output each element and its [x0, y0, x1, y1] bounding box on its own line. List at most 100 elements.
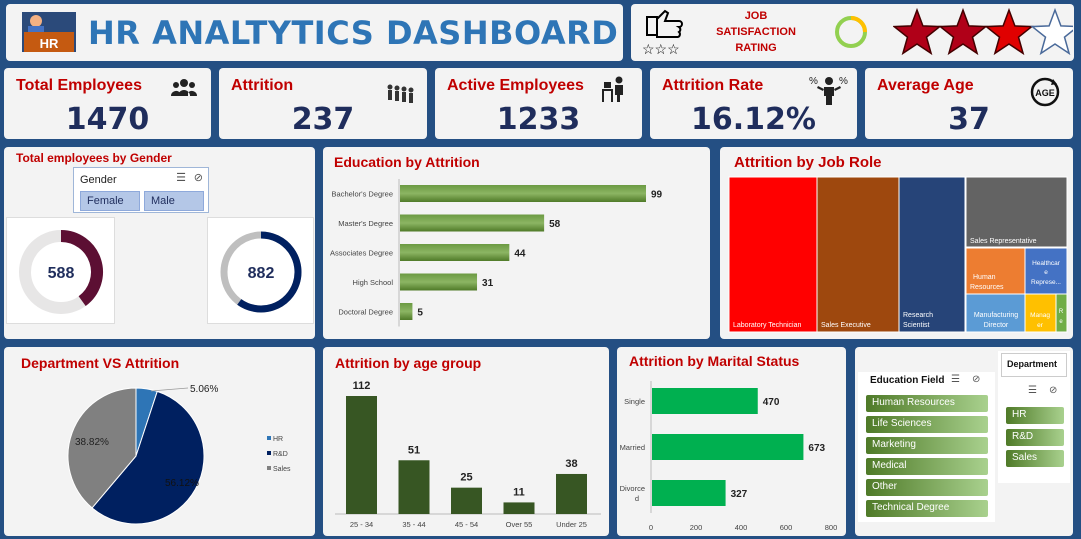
- svg-text:AGE: AGE: [1035, 88, 1055, 98]
- satisfaction-line3: RATING: [735, 42, 777, 54]
- gender-chart-title: Total employees by Gender: [16, 151, 172, 165]
- star-filled-icon: [938, 7, 988, 56]
- treemap-label: er: [1037, 322, 1044, 329]
- page-title: HR ANALTYTICS DASHBOARD: [88, 14, 619, 52]
- legend-label: Sales: [273, 466, 291, 473]
- kpi-label: Total Employees: [16, 77, 142, 94]
- svg-text:%: %: [809, 76, 818, 87]
- treemap-label: Resources: [970, 284, 1004, 291]
- slicer-option-marketing[interactable]: Marketing: [866, 437, 988, 454]
- category-label: Doctoral Degree: [338, 308, 393, 317]
- treemap-cell: [965, 247, 1026, 295]
- bar: [400, 185, 646, 202]
- treemap-cell: [965, 176, 1068, 248]
- slicer-option-other[interactable]: Other: [866, 479, 988, 496]
- slice-label: 56.12%: [165, 478, 199, 489]
- pie-slice: [91, 390, 205, 525]
- bar: [556, 473, 587, 514]
- kpi-value: 1470: [65, 102, 150, 137]
- treemap-cell: [728, 176, 818, 333]
- bar: [398, 460, 430, 514]
- gender-slicer-label: Gender: [80, 174, 117, 186]
- kpi-value: 16.12%: [691, 102, 816, 137]
- x-tick-label: 200: [690, 523, 703, 532]
- age-bar-chart: 112 25 - 34 51 35 - 44 25 45 - 54 11 Over 55 38 U…: [335, 380, 601, 529]
- multi-select-icon[interactable]: ☰: [951, 374, 960, 385]
- marital-chart-panel: Attrition by Marital Status 470 Single 673…: [617, 347, 846, 536]
- male-count: 882: [248, 265, 275, 282]
- star-empty-icon: [1030, 7, 1073, 56]
- category-label: High School: [353, 278, 394, 287]
- department-slicer: Department ☰ ⊘ HR R&D Sales: [998, 351, 1070, 483]
- x-tick-label: 400: [735, 523, 748, 532]
- female-donut-arc: [60, 230, 103, 306]
- category-label: Over 55: [506, 520, 533, 529]
- kpi-card-average-age: Average Age AGE 37: [865, 68, 1073, 139]
- treemap-label: e: [1044, 269, 1048, 276]
- treemap-cell: [1055, 293, 1068, 333]
- female-donut-card: 588: [6, 217, 115, 324]
- category-label: 35 - 44: [402, 520, 425, 529]
- clear-filter-icon[interactable]: ⊘: [193, 172, 203, 184]
- star-filled-icon: [984, 7, 1034, 56]
- desk-worker-icon: [600, 74, 630, 104]
- kpi-label: Active Employees: [447, 77, 584, 94]
- legend-swatch: [267, 436, 271, 440]
- treemap-cell: [898, 176, 966, 333]
- legend-label: R&D: [273, 451, 288, 458]
- jobrole-chart-title: Attrition by Job Role: [734, 154, 882, 171]
- people-leaving-icon: [385, 82, 415, 112]
- slicer-option-rnd[interactable]: R&D: [1006, 429, 1064, 446]
- treemap-label: Manag: [1030, 312, 1050, 319]
- leader-line: [150, 387, 189, 392]
- male-donut-card: 882: [207, 217, 314, 324]
- slicer-option-technical-degree[interactable]: Technical Degree: [866, 500, 988, 517]
- clear-filter-icon[interactable]: ⊘: [972, 374, 981, 385]
- kpi-label: Average Age: [877, 77, 974, 94]
- slice-label: 38.82%: [75, 437, 109, 448]
- treemap-label: Laboratory Technician: [733, 322, 801, 329]
- slicer-option-hr[interactable]: HR: [1006, 407, 1064, 424]
- bar: [652, 388, 758, 414]
- data-label: 327: [731, 489, 748, 500]
- slicer-option-sales[interactable]: Sales: [1006, 450, 1064, 467]
- x-tick-label: 0: [649, 523, 653, 532]
- satisfaction-label: JOB SATISFACTION RATING: [701, 8, 811, 56]
- bar: [400, 214, 545, 232]
- category-label: Master's Degree: [338, 219, 393, 228]
- x-tick-label: 800: [825, 523, 838, 532]
- kpi-label: Attrition: [231, 77, 294, 94]
- clear-filter-icon[interactable]: ⊘: [1049, 385, 1058, 396]
- kpi-value: 237: [291, 102, 355, 137]
- age-chart-panel: Attrition by age group 112 25 - 34 51 35 - …: [323, 347, 609, 536]
- multi-select-icon[interactable]: ☰: [1028, 385, 1037, 396]
- bar: [346, 396, 377, 514]
- category-label: Associates Degree: [330, 249, 393, 258]
- hr-logo: HR: [20, 10, 78, 54]
- data-label: 5: [417, 308, 423, 319]
- satisfaction-line1: JOB: [744, 10, 768, 22]
- slicer-option-life-sciences[interactable]: Life Sciences: [866, 416, 988, 433]
- treemap-cell: [1024, 247, 1068, 295]
- slicer-option-female[interactable]: Female: [80, 191, 140, 211]
- people-group-icon: [169, 74, 199, 104]
- marital-chart-title: Attrition by Marital Status: [629, 353, 800, 369]
- slicer-option-human-resources[interactable]: Human Resources: [866, 395, 988, 412]
- data-label: 99: [651, 190, 663, 201]
- data-label: 58: [549, 219, 561, 230]
- data-label: 470: [763, 397, 780, 408]
- slicer-option-medical[interactable]: Medical: [866, 458, 988, 475]
- multi-select-icon[interactable]: ☰: [176, 172, 186, 184]
- loading-ring-icon: [833, 14, 869, 55]
- slicer-option-male[interactable]: Male: [144, 191, 204, 211]
- treemap-label: Represe...: [1031, 279, 1061, 286]
- department-chart-panel: Department VS Attrition 5.06% 56.12% 38.82…: [4, 347, 315, 536]
- category-label: 25 - 34: [350, 520, 373, 529]
- treemap-label: Healthcar: [1032, 260, 1061, 267]
- kpi-card-attrition: Attrition 237: [219, 68, 427, 139]
- category-label: Married: [620, 443, 645, 452]
- age-chart-title: Attrition by age group: [335, 355, 482, 371]
- data-label: 51: [408, 444, 420, 456]
- slice-label: 5.06%: [190, 384, 218, 395]
